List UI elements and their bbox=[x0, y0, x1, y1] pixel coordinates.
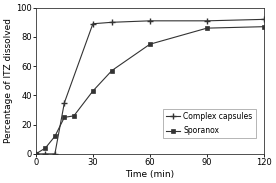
Sporanox bbox=[148, 43, 152, 45]
Sporanox bbox=[63, 116, 66, 118]
Sporanox bbox=[44, 147, 47, 149]
Complex capsules bbox=[91, 23, 95, 25]
Line: Sporanox: Sporanox bbox=[33, 24, 266, 156]
X-axis label: Time (min): Time (min) bbox=[125, 170, 174, 179]
Sporanox bbox=[72, 115, 76, 117]
Line: Complex capsules: Complex capsules bbox=[32, 16, 267, 157]
Sporanox bbox=[205, 27, 209, 29]
Complex capsules bbox=[205, 20, 209, 22]
Sporanox bbox=[53, 135, 57, 137]
Sporanox bbox=[34, 153, 38, 155]
Complex capsules bbox=[262, 18, 266, 20]
Y-axis label: Percentage of ITZ dissolved: Percentage of ITZ dissolved bbox=[4, 18, 13, 143]
Complex capsules bbox=[63, 102, 66, 104]
Complex capsules bbox=[110, 21, 113, 23]
Complex capsules bbox=[34, 153, 38, 155]
Legend: Complex capsules, Sporanox: Complex capsules, Sporanox bbox=[163, 109, 256, 138]
Sporanox bbox=[91, 90, 95, 92]
Complex capsules bbox=[148, 20, 152, 22]
Sporanox bbox=[262, 26, 266, 28]
Sporanox bbox=[110, 69, 113, 72]
Complex capsules bbox=[53, 153, 57, 155]
Complex capsules bbox=[44, 153, 47, 155]
